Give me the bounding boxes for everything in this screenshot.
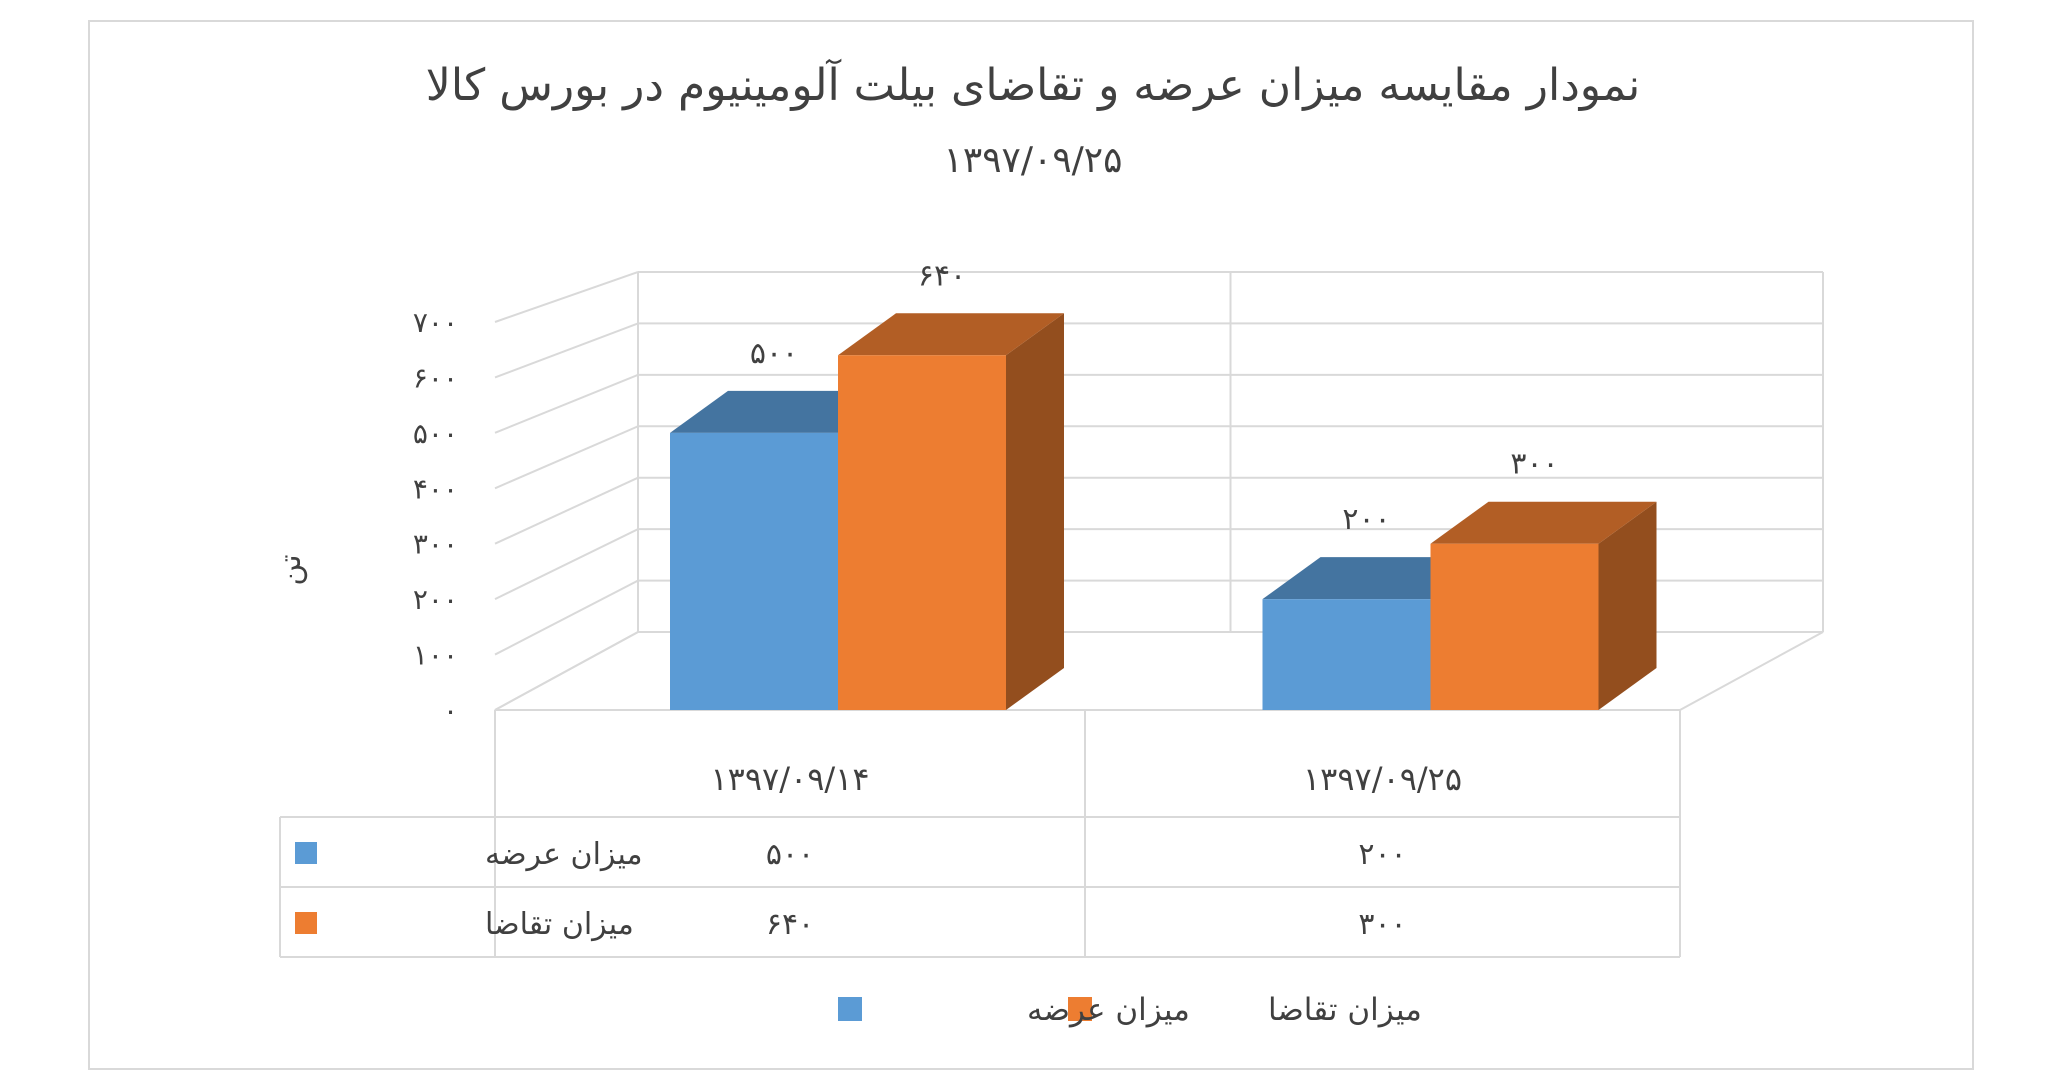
y-tick-label: ۴۰۰ xyxy=(413,472,458,505)
bar-side xyxy=(1006,313,1064,710)
y-tick-label: ۲۰۰ xyxy=(413,583,458,616)
table-value: ۳۰۰ xyxy=(1358,907,1406,942)
chart-subtitle: ۱۳۹۷/۰۹/۲۵ xyxy=(944,140,1123,181)
data-labels: ۵۰۰ ۶۴۰ ۲۰۰ ۳۰۰ xyxy=(750,258,1559,537)
y-tick-label: ۱۰۰ xyxy=(413,639,458,672)
legend-label: میزان عرضه xyxy=(1027,992,1190,1028)
chart-canvas: نمودار مقایسه میزان عرضه و تقاضای بیلت آ… xyxy=(273,58,1824,1028)
gridline-side xyxy=(494,579,639,656)
data-label: ۲۰۰ xyxy=(1342,502,1390,537)
bar-top xyxy=(1430,501,1657,544)
bar xyxy=(1430,543,1599,710)
bar xyxy=(670,432,838,710)
bar-top xyxy=(838,313,1064,356)
y-tick-label: ۳۰۰ xyxy=(413,528,458,561)
table-value: ۵۰۰ xyxy=(766,837,814,872)
table-category-label: ۱۳۹۷/۰۹/۱۴ xyxy=(710,760,869,798)
data-table: ۱۳۹۷/۰۹/۱۴ ۱۳۹۷/۰۹/۲۵ میزان عرضه ۵۰۰ ۲۰۰ میزا… xyxy=(279,710,1681,958)
bar xyxy=(1262,599,1431,710)
table-category-label: ۱۳۹۷/۰۹/۲۵ xyxy=(1303,760,1462,798)
gridline-side xyxy=(494,476,639,545)
y-axis-label: تن xyxy=(273,554,308,585)
table-series-name: میزان عرضه xyxy=(485,837,643,872)
gridline-side xyxy=(494,373,639,434)
legend-swatch xyxy=(838,997,862,1021)
table-legend-swatch xyxy=(295,842,317,864)
data-label: ۶۴۰ xyxy=(918,258,966,293)
chart-frame: نمودار مقایسه میزان عرضه و تقاضای بیلت آ… xyxy=(88,20,1974,1070)
y-tick-label: ۷۰۰ xyxy=(413,306,458,339)
table-value: ۲۰۰ xyxy=(1358,837,1406,872)
table-legend-swatch xyxy=(295,912,317,934)
table-value: ۶۴۰ xyxy=(766,907,814,942)
bar xyxy=(838,355,1006,710)
table-series-name: میزان تقاضا xyxy=(485,907,634,942)
bars xyxy=(670,313,1657,710)
legend: میزان تقاضا میزان عرضه xyxy=(838,992,1422,1028)
gridline-side xyxy=(494,322,639,379)
legend-label: میزان تقاضا xyxy=(1268,992,1422,1028)
gridline-side xyxy=(494,425,639,490)
y-tick-label: ۰ xyxy=(443,694,458,727)
legend-swatch xyxy=(1068,997,1092,1021)
chart-title: نمودار مقایسه میزان عرضه و تقاضای بیلت آ… xyxy=(426,58,1640,111)
gridline-side xyxy=(494,271,639,323)
y-tick-label: ۶۰۰ xyxy=(413,361,458,394)
y-tick-label: ۵۰۰ xyxy=(413,417,458,450)
bar-side xyxy=(1598,501,1657,710)
data-label: ۵۰۰ xyxy=(750,336,798,371)
data-label: ۳۰۰ xyxy=(1510,447,1558,482)
gridline-side xyxy=(494,528,639,601)
y-tick-labels: ۰ ۱۰۰ ۲۰۰ ۳۰۰ ۴۰۰ ۵۰۰ ۶۰۰ ۷۰۰ xyxy=(413,306,458,727)
